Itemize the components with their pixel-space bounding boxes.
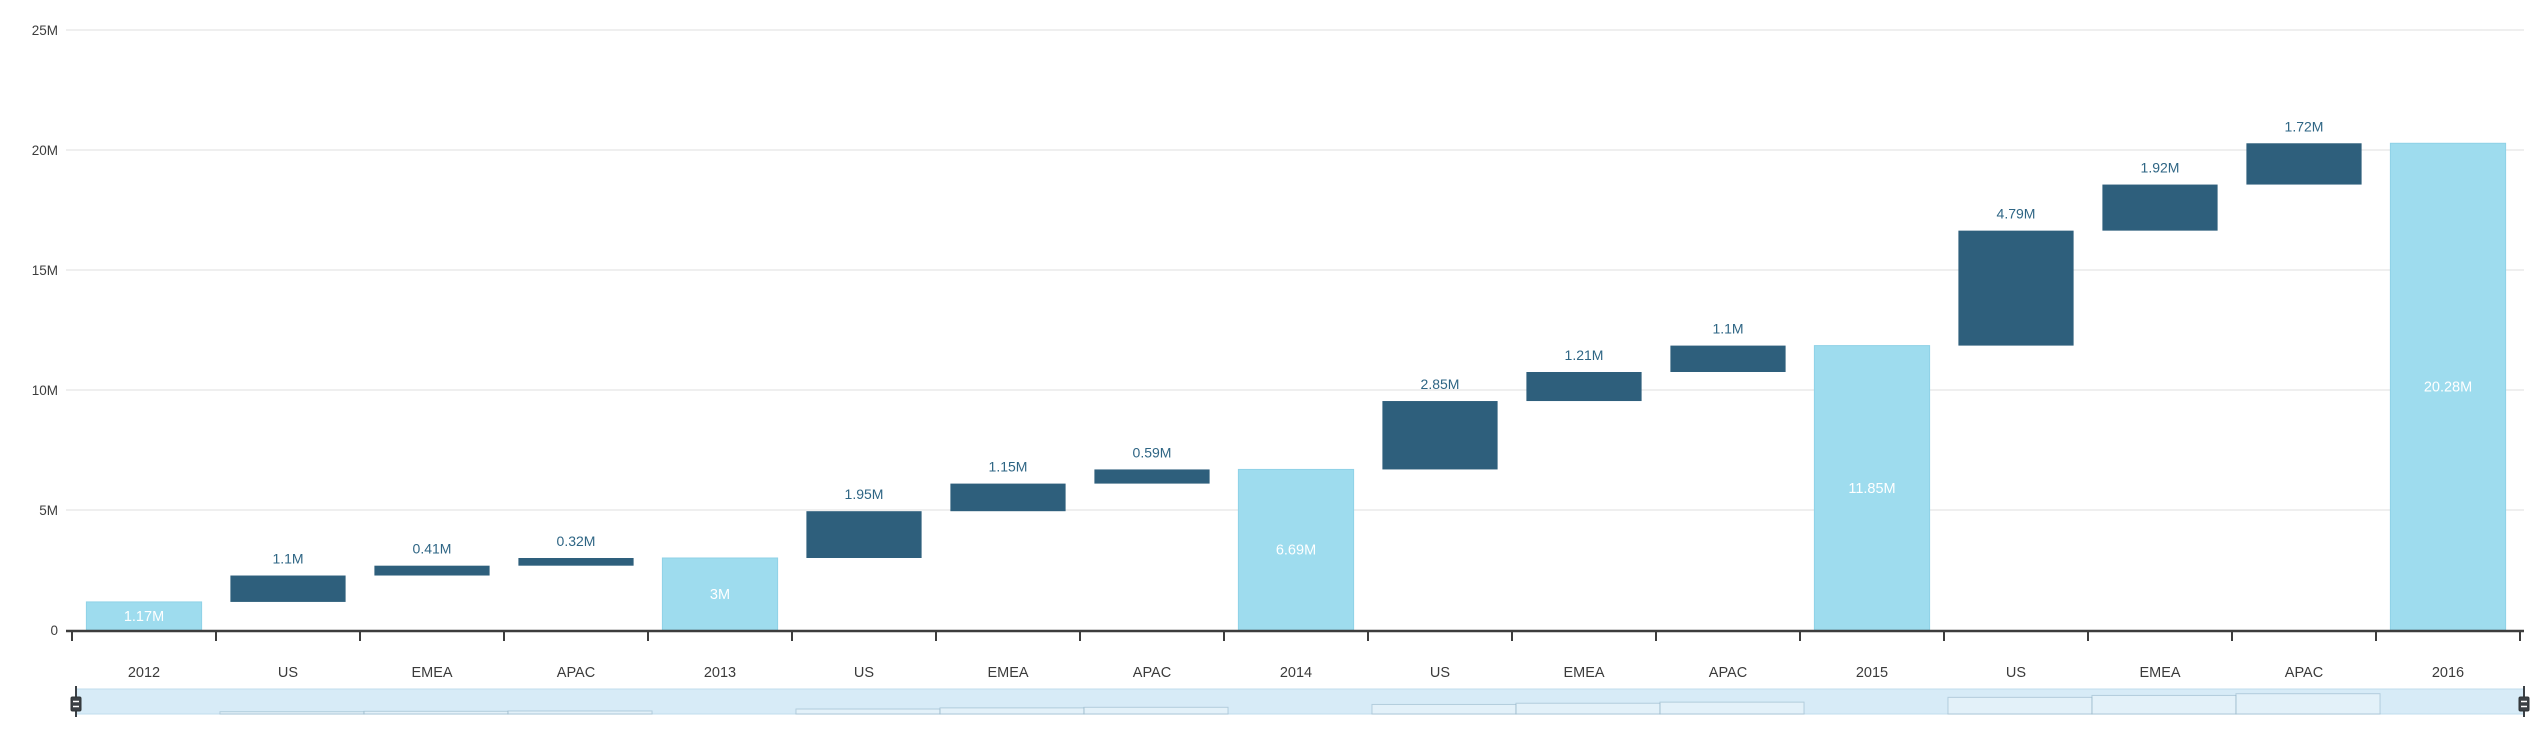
bar-step[interactable] — [1958, 230, 2074, 346]
bar-step[interactable] — [230, 575, 346, 602]
category-label: APAC — [1133, 665, 1171, 681]
bar-value-label: 2.85M — [1421, 376, 1460, 392]
y-axis-label: 10M — [32, 383, 58, 398]
category-label: 2013 — [704, 665, 736, 681]
scrollbar-preview-bar — [2235, 693, 2381, 715]
bar-step[interactable] — [518, 558, 634, 566]
bar-value-label: 1.15M — [989, 459, 1028, 475]
bar-value-label: 1.72M — [2285, 118, 2324, 134]
bar-step[interactable] — [1094, 469, 1210, 484]
bar-step[interactable] — [1670, 345, 1786, 372]
scrollbar-preview-bar — [363, 710, 509, 715]
bar-value-label: 1.1M — [1712, 321, 1743, 337]
category-label: APAC — [1709, 665, 1747, 681]
category-label: 2014 — [1280, 665, 1312, 681]
bar-value-label: 4.79M — [1997, 206, 2036, 222]
scrollbar-preview-bar — [1083, 706, 1229, 715]
y-axis-label: 20M — [32, 143, 58, 158]
scrollbar-preview-bar — [795, 708, 941, 715]
bar-value-label: 3M — [710, 587, 730, 603]
scrollbar-preview-bar — [1659, 701, 1805, 715]
bar-value-label: 6.69M — [1276, 543, 1316, 559]
category-label: APAC — [2285, 665, 2323, 681]
bar-value-label: 1.92M — [2141, 160, 2180, 176]
scrollbar-preview-bar — [2091, 694, 2237, 715]
category-label: US — [278, 665, 298, 681]
category-label: EMEA — [1563, 665, 1604, 681]
scrollbar-preview-bar — [1515, 702, 1661, 715]
category-label: 2012 — [128, 665, 160, 681]
category-label: APAC — [557, 665, 595, 681]
bar-step[interactable] — [806, 511, 922, 558]
category-label: EMEA — [987, 665, 1028, 681]
grip-handle[interactable] — [70, 696, 82, 712]
scrollbar-preview-bar — [1371, 703, 1517, 715]
bar-step[interactable] — [1526, 372, 1642, 402]
bar-value-label: 1.95M — [845, 486, 884, 502]
bar-value-label: 0.41M — [413, 541, 452, 557]
bar-step[interactable] — [374, 565, 490, 576]
y-axis-label: 5M — [39, 503, 58, 518]
bar-total[interactable] — [2389, 142, 2507, 631]
bar-value-label: 1.17M — [124, 609, 164, 625]
category-label: 2016 — [2432, 665, 2464, 681]
bar-total[interactable] — [1813, 345, 1931, 631]
bar-step[interactable] — [2102, 184, 2218, 231]
bar-value-label: 11.85M — [1848, 481, 1895, 497]
category-label: US — [1430, 665, 1450, 681]
bar-step[interactable] — [2246, 143, 2362, 185]
category-label: US — [2006, 665, 2026, 681]
bar-step[interactable] — [1382, 401, 1498, 470]
scrollbar-grip-right[interactable] — [2518, 686, 2530, 717]
scrollbar-preview-bar — [1947, 696, 2093, 715]
y-axis-label: 0 — [50, 623, 58, 638]
bar-value-label: 1.21M — [1565, 347, 1604, 363]
bar-value-label: 1.1M — [272, 551, 303, 567]
bar-value-label: 20.28M — [2424, 380, 2472, 396]
category-label: 2015 — [1856, 665, 1888, 681]
category-label: EMEA — [2139, 665, 2180, 681]
y-axis-label: 15M — [32, 263, 58, 278]
bar-value-label: 0.59M — [1133, 444, 1172, 460]
bar-total[interactable] — [1237, 468, 1355, 631]
y-axis-label: 25M — [32, 23, 58, 38]
grip-handle[interactable] — [2518, 696, 2530, 712]
scrollbar-preview-bar — [219, 711, 365, 715]
bar-value-label: 0.32M — [557, 533, 596, 549]
bar-total[interactable] — [85, 601, 203, 631]
scrollbar-track[interactable] — [75, 688, 2525, 715]
scrollbar-preview-bar — [939, 707, 1085, 715]
category-label: EMEA — [411, 665, 452, 681]
scrollbar-preview-bar — [507, 710, 653, 715]
scrollbar-grip-left[interactable] — [70, 686, 82, 717]
category-label: US — [854, 665, 874, 681]
bar-step[interactable] — [950, 483, 1066, 512]
